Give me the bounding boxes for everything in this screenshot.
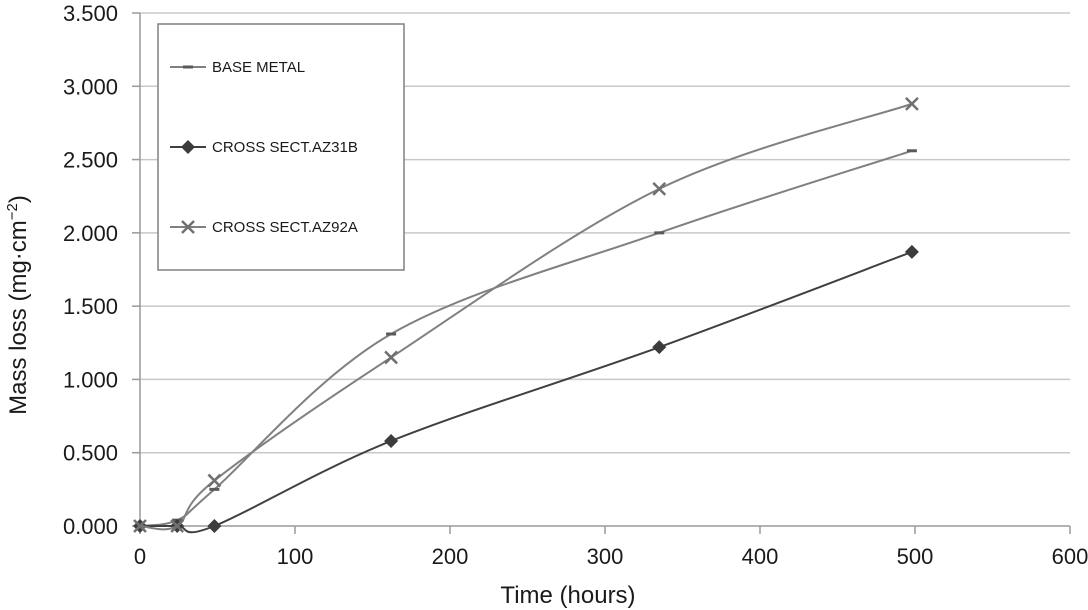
data-point-x-stroke [181,220,195,234]
data-point-x-stroke [207,473,222,488]
y-tick-label: 3.000 [63,74,118,99]
y-tick-label: 0.500 [63,441,118,466]
legend-label: BASE METAL [212,59,305,76]
data-point-diamond [181,140,195,154]
data-point-x [181,220,195,234]
data-point-x [652,182,667,196]
axes [132,12,1071,534]
data-point-x-stroke [133,519,147,533]
data-series [133,96,919,534]
data-point-x [207,473,222,488]
data-point-x [170,519,185,533]
x-tick-label: 500 [897,544,934,569]
data-point-x-stroke [384,350,398,365]
y-tick-label: 3.500 [63,1,118,26]
data-point-x-stroke [170,519,185,533]
x-tick-label: 0 [134,544,146,569]
x-tick-label: 200 [432,544,469,569]
x-tick-label: 300 [587,544,624,569]
data-point-x-stroke [905,96,919,111]
legend-label: CROSS SECT.AZ31B [212,139,358,156]
y-axis-title-close: ) [5,195,32,203]
data-point-diamond [904,244,919,259]
data-point-diamond [652,340,667,355]
x-tick-label: 400 [742,544,779,569]
x-axis-title: Time (hours) [500,582,635,609]
y-axis-title: Mass loss (mg·cm−2) [4,195,32,415]
data-point-x-stroke [652,182,667,196]
data-point-diamond [384,433,399,448]
series-2 [133,96,919,533]
y-tick-label: 0.000 [63,514,118,539]
legend-label: CROSS SECT.AZ92A [212,219,358,236]
y-tick-label: 2.000 [63,221,118,246]
data-point-x [905,96,919,111]
y-axis-title-superscript: −2 [4,203,21,220]
data-point-x [133,519,147,533]
data-point-x [384,350,398,365]
data-point-diamond [207,519,222,533]
x-tick-label: 600 [1052,544,1088,569]
series-1 [133,244,919,534]
series-line [140,250,913,534]
y-axis-title-main: Mass loss (mg·cm [5,220,32,415]
x-tick-label: 100 [277,544,314,569]
legend: BASE METAL CROSS SECT.AZ31B CROSS SECT.AZ9… [157,23,405,271]
y-tick-label: 1.500 [63,294,118,319]
y-tick-label: 1.000 [63,367,118,392]
y-tick-labels: 0.000 0.500 1.000 1.500 2.000 2.500 3.000 3.500 [63,1,118,539]
y-tick-label: 2.500 [63,148,118,173]
x-tick-labels: 0 100 200 300 400 500 600 [134,544,1088,569]
